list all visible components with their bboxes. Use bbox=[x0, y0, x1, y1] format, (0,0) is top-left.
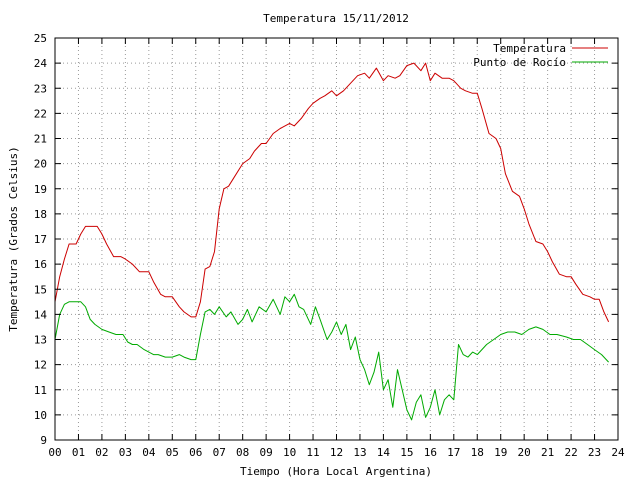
y-tick-label: 12 bbox=[34, 359, 47, 372]
x-tick-label: 17 bbox=[447, 446, 460, 459]
chart-title: Temperatura 15/11/2012 bbox=[263, 12, 409, 25]
x-tick-label: 05 bbox=[166, 446, 179, 459]
x-axis-label: Tiempo (Hora Local Argentina) bbox=[240, 465, 432, 478]
y-tick-label: 18 bbox=[34, 208, 47, 221]
x-tick-label: 16 bbox=[424, 446, 437, 459]
x-tick-label: 10 bbox=[283, 446, 296, 459]
x-tick-label: 01 bbox=[72, 446, 85, 459]
y-tick-label: 20 bbox=[34, 158, 47, 171]
x-tick-label: 23 bbox=[588, 446, 601, 459]
y-tick-label: 22 bbox=[34, 107, 47, 120]
x-tick-label: 14 bbox=[377, 446, 391, 459]
y-tick-label: 11 bbox=[34, 384, 47, 397]
y-tick-label: 17 bbox=[34, 233, 47, 246]
x-tick-label: 19 bbox=[494, 446, 507, 459]
x-tick-label: 21 bbox=[541, 446, 554, 459]
x-tick-label: 06 bbox=[189, 446, 202, 459]
x-tick-label: 08 bbox=[236, 446, 249, 459]
y-tick-label: 23 bbox=[34, 82, 47, 95]
x-tick-label: 18 bbox=[471, 446, 484, 459]
y-tick-label: 13 bbox=[34, 334, 47, 347]
x-axis: 00 01 02 03 04 05 06 07 08 09 10 11 12 13 14 15 16 17 18 19… bbox=[48, 38, 625, 459]
y-tick-label: 10 bbox=[34, 409, 47, 422]
x-tick-label: 04 bbox=[142, 446, 156, 459]
series-layer bbox=[54, 62, 610, 421]
y-tick-label: 24 bbox=[34, 57, 48, 70]
x-tick-label: 15 bbox=[400, 446, 413, 459]
x-tick-label: 20 bbox=[518, 446, 531, 459]
legend: Temperatura Punto de Rocío bbox=[473, 42, 608, 69]
x-tick-label: 03 bbox=[119, 446, 132, 459]
y-tick-label: 14 bbox=[34, 308, 48, 321]
y-tick-label: 25 bbox=[34, 32, 47, 45]
x-tick-label: 22 bbox=[564, 446, 577, 459]
series-line-temperatura bbox=[54, 62, 610, 323]
x-tick-label: 24 bbox=[611, 446, 625, 459]
y-tick-label: 15 bbox=[34, 283, 47, 296]
y-tick-label: 16 bbox=[34, 258, 47, 271]
series-line-punto-de-rocio bbox=[54, 293, 609, 421]
x-tick-label: 13 bbox=[353, 446, 366, 459]
legend-label-punto-de-rocio: Punto de Rocío bbox=[473, 56, 566, 69]
x-tick-label: 12 bbox=[330, 446, 343, 459]
legend-label-temperatura: Temperatura bbox=[493, 42, 566, 55]
x-tick-label: 09 bbox=[260, 446, 273, 459]
x-tick-label: 02 bbox=[95, 446, 108, 459]
y-tick-label: 21 bbox=[34, 133, 47, 146]
x-tick-label: 07 bbox=[213, 446, 226, 459]
y-tick-label: 19 bbox=[34, 183, 47, 196]
x-tick-label: 11 bbox=[306, 446, 319, 459]
grid-lines bbox=[55, 38, 618, 440]
y-axis-label: Temperatura (Grados Celsius) bbox=[7, 146, 20, 331]
y-tick-label: 9 bbox=[40, 434, 47, 447]
y-axis: 9 10 11 12 13 14 15 16 17 18 19 20 21 22 23 24 25 bbox=[34, 32, 618, 447]
x-tick-label: 00 bbox=[48, 446, 61, 459]
